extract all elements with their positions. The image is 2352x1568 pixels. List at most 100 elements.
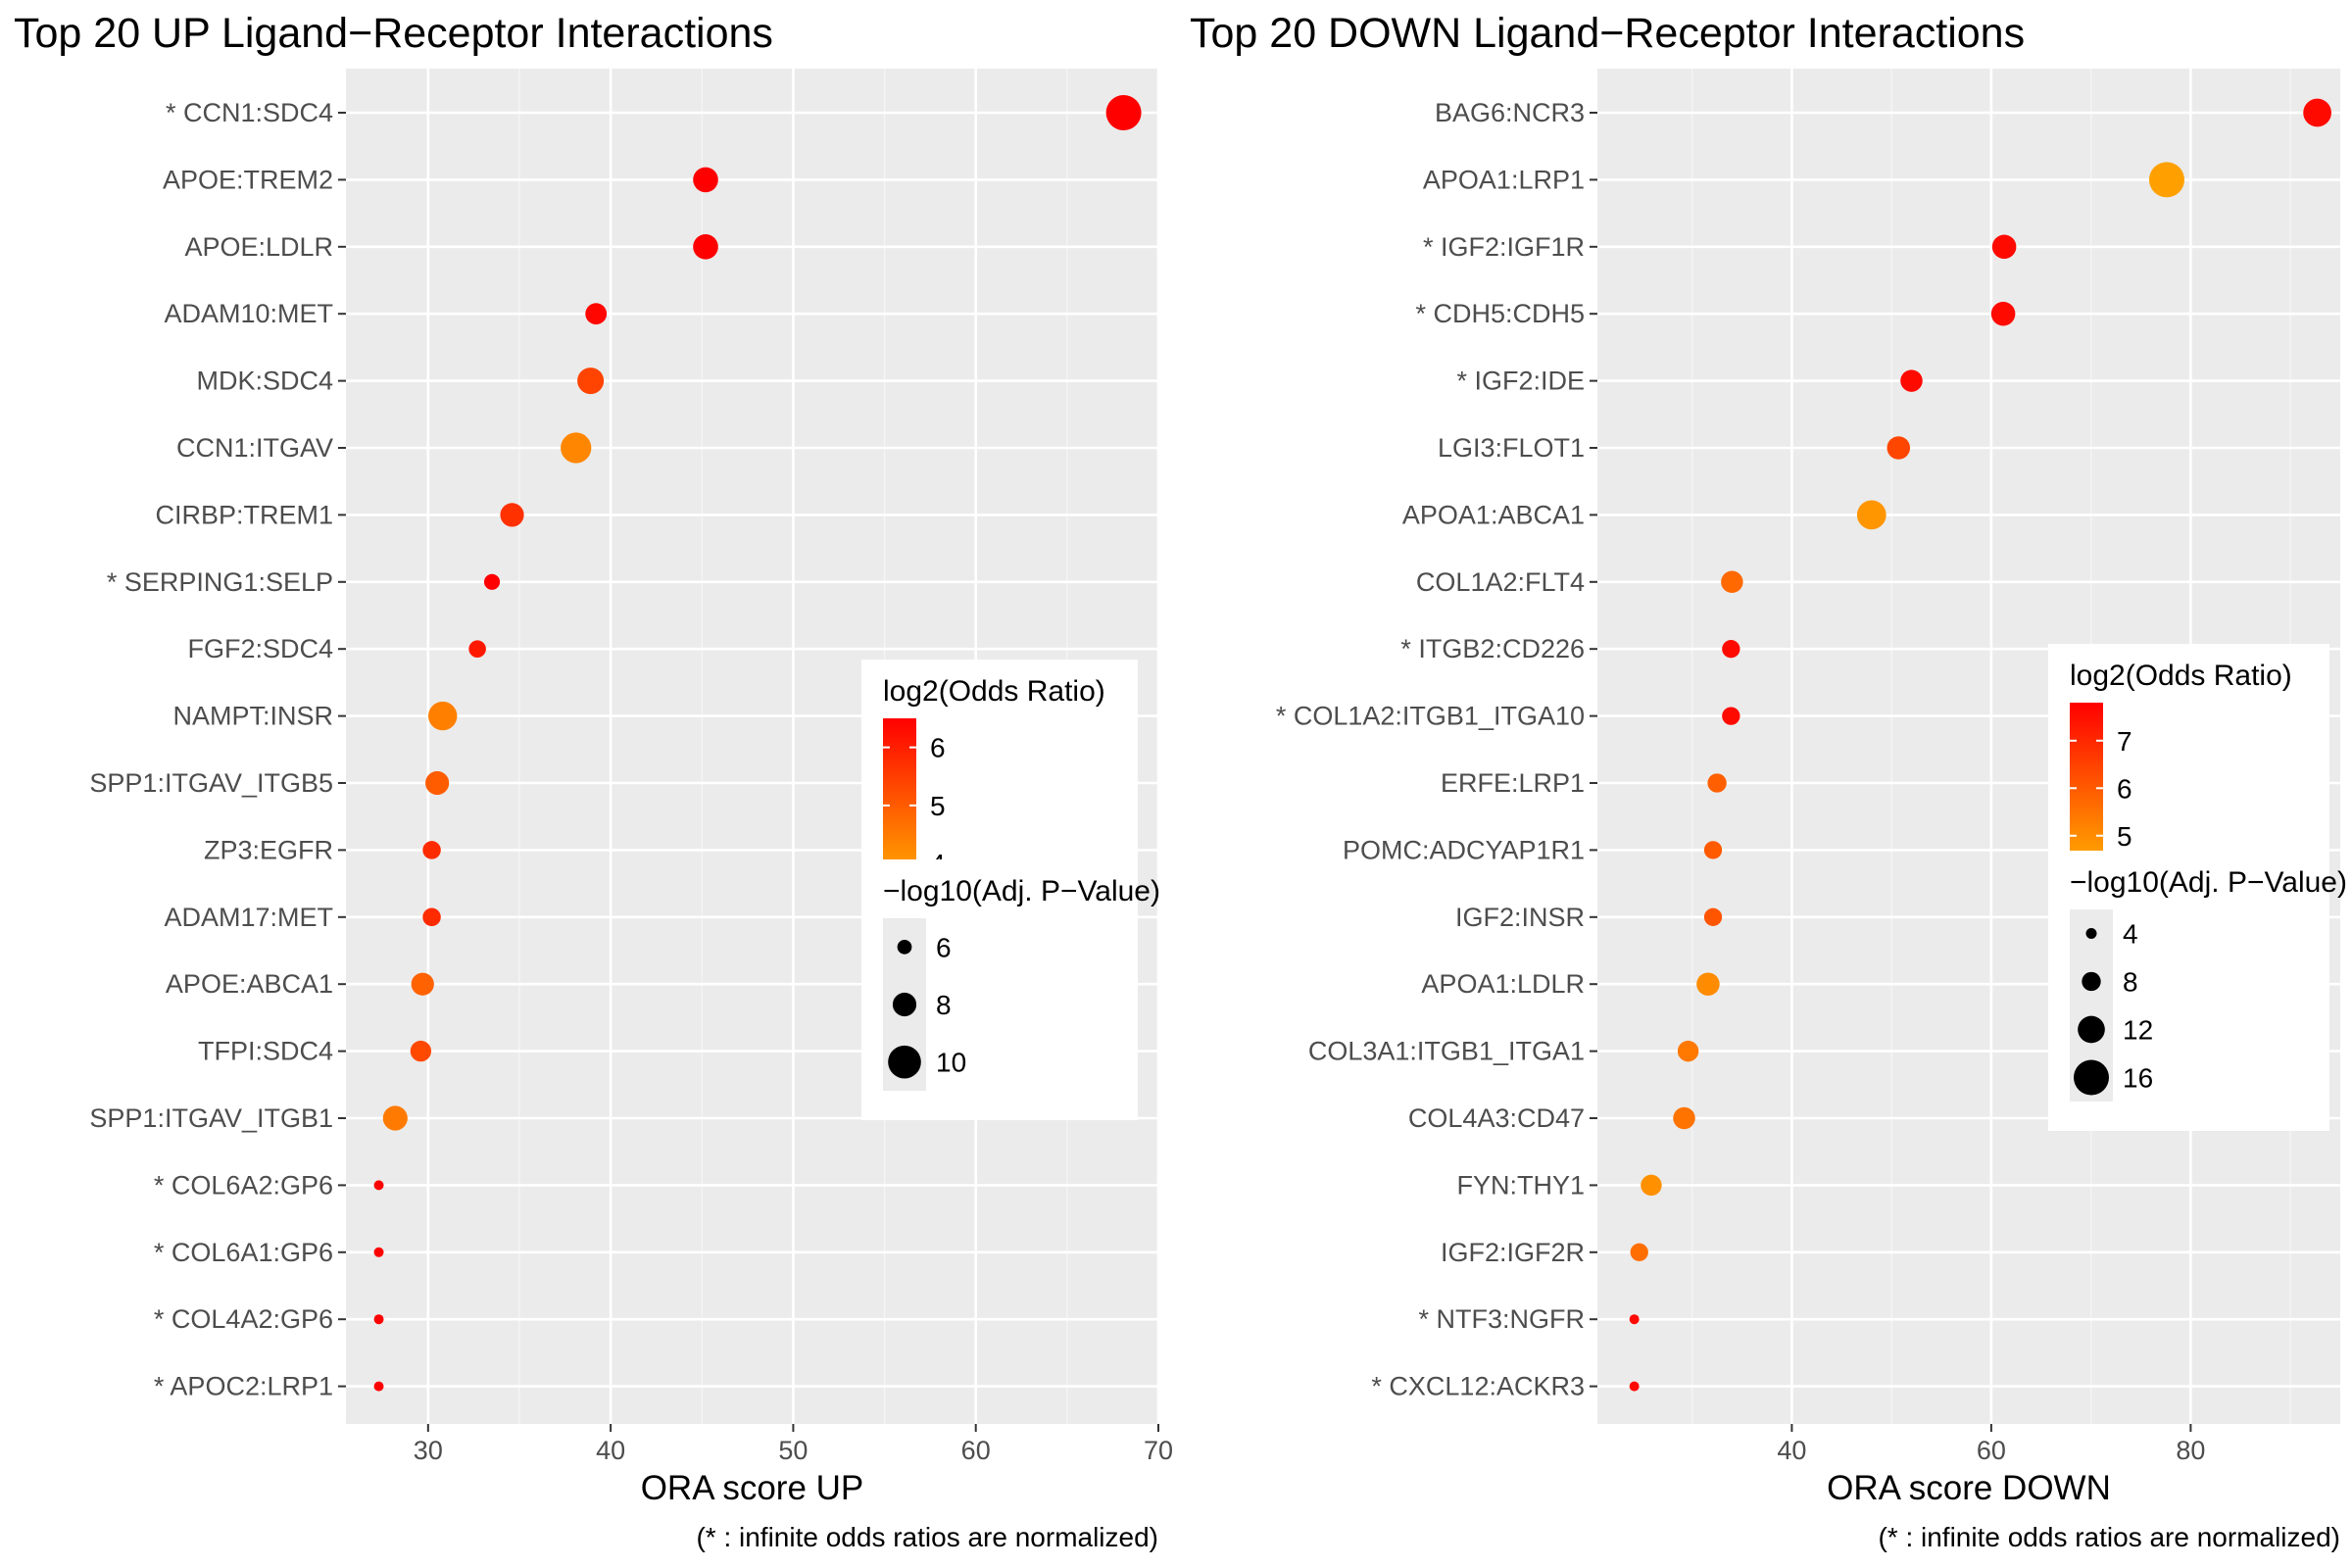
y-tick-label: * ITGB2:CD226 (1400, 634, 1585, 663)
data-point (1703, 841, 1723, 859)
y-tick-label: ZP3:EGFR (204, 835, 333, 864)
data-point (1707, 773, 1727, 793)
y-tick-label: FGF2:SDC4 (187, 634, 333, 663)
size-key-dot (888, 1045, 921, 1079)
y-tick-label: ERFE:LRP1 (1441, 768, 1585, 798)
y-tick-label: POMC:ADCYAP1R1 (1343, 835, 1585, 864)
data-point (585, 303, 608, 325)
chart-2: Top 20 DOWN Ligand−Receptor Interactions… (1190, 10, 2347, 1552)
data-point (373, 1180, 384, 1191)
y-tick-label: COL4A3:CD47 (1408, 1103, 1585, 1133)
x-axis-label: ORA score UP (641, 1469, 864, 1507)
chart-title: Top 20 UP Ligand−Receptor Interactions (14, 10, 773, 57)
colorbar-tick-label: 5 (2117, 821, 2132, 852)
size-legend: −log10(Adj. P−Value) 6 8 10 (861, 859, 1160, 1120)
color-legend: log2(Odds Ratio) 7 6 5 (2048, 644, 2329, 884)
data-point (1856, 500, 1886, 530)
data-point (1990, 301, 2016, 326)
data-point (1105, 95, 1142, 130)
size-legend: −log10(Adj. P−Value) 4 8 12 16 (2048, 851, 2347, 1131)
data-point (373, 1314, 384, 1325)
data-point (693, 167, 718, 193)
size-key-dot (2082, 971, 2101, 992)
y-tick-label: APOA1:LRP1 (1423, 165, 1585, 194)
data-point (1721, 570, 1743, 594)
size-key-dot (2074, 1059, 2109, 1096)
x-tick-label: 30 (414, 1436, 443, 1465)
data-point (1673, 1106, 1695, 1130)
size-key-label: 6 (936, 932, 952, 962)
y-tick-label: ADAM17:MET (164, 903, 333, 932)
x-axis-label: ORA score DOWN (1827, 1469, 2111, 1507)
x-tick-label: 40 (1777, 1436, 1806, 1465)
y-tick-label: * CXCL12:ACKR3 (1371, 1372, 1585, 1401)
size-key-label: 12 (2123, 1015, 2153, 1046)
data-point (1722, 707, 1740, 725)
y-tick-label: * APOC2:LRP1 (154, 1372, 333, 1401)
data-point (2148, 162, 2184, 198)
y-tick-label: TFPI:SDC4 (198, 1037, 333, 1066)
color-legend-title: log2(Odds Ratio) (2070, 660, 2292, 692)
data-point (1886, 436, 1911, 460)
data-point (1641, 1174, 1662, 1197)
y-tick-label: APOE:ABCA1 (166, 969, 333, 999)
y-tick-label: * IGF2:IGF1R (1423, 232, 1585, 262)
data-point (373, 1381, 384, 1392)
y-tick-label: MDK:SDC4 (196, 367, 333, 396)
data-point (410, 1040, 432, 1062)
y-tick-label: * IGF2:IDE (1456, 367, 1585, 396)
size-key-label: 10 (936, 1048, 966, 1078)
data-point (1722, 640, 1740, 659)
y-tick-label: BAG6:NCR3 (1435, 98, 1585, 127)
data-point (422, 907, 441, 927)
size-key-label: 8 (936, 990, 952, 1020)
data-point (425, 770, 450, 796)
x-tick-label: 50 (778, 1436, 808, 1465)
y-tick-label: LGI3:FLOT1 (1438, 433, 1585, 463)
data-point (428, 701, 458, 731)
data-point (1900, 369, 1923, 392)
footnote: (* : infinite odds ratios are normalized… (1878, 1522, 2340, 1552)
size-key-dot (2085, 927, 2097, 940)
y-tick-label: COL1A2:FLT4 (1416, 567, 1585, 597)
data-point (500, 503, 524, 527)
y-tick-label: * COL6A2:GP6 (154, 1170, 333, 1200)
y-tick-label: IGF2:IGF2R (1441, 1238, 1585, 1267)
chart-1: Top 20 UP Ligand−Receptor Interactions * … (14, 10, 1173, 1552)
data-point (1629, 1381, 1640, 1392)
size-key-dot (897, 939, 912, 955)
data-point (577, 368, 605, 395)
size-legend-title: −log10(Adj. P−Value) (2070, 866, 2347, 899)
y-tick-label: APOE:LDLR (184, 232, 333, 262)
data-point (561, 432, 592, 464)
x-tick-label: 40 (596, 1436, 625, 1465)
data-point (2303, 98, 2331, 127)
y-tick-label: IGF2:INSR (1455, 903, 1585, 932)
data-point (1703, 907, 1723, 926)
x-tick-label: 60 (961, 1436, 991, 1465)
y-tick-label: CCN1:ITGAV (176, 433, 333, 463)
y-tick-label: APOA1:ABCA1 (1402, 500, 1585, 529)
size-key-label: 8 (2123, 967, 2138, 998)
y-tick-label: COL3A1:ITGB1_ITGA1 (1308, 1037, 1585, 1066)
colorbar (883, 718, 916, 875)
colorbar-tick-label: 5 (930, 791, 946, 821)
y-tick-label: NAMPT:INSR (172, 702, 333, 731)
data-point (1630, 1243, 1648, 1261)
data-point (382, 1105, 408, 1131)
size-key-label: 16 (2123, 1063, 2153, 1094)
y-tick-label: * COL1A2:ITGB1_ITGA10 (1276, 702, 1585, 731)
data-point (483, 573, 501, 590)
x-tick-label: 80 (2176, 1436, 2205, 1465)
data-point (1991, 234, 2017, 260)
colorbar-tick-label: 6 (930, 733, 946, 763)
y-tick-label: APOE:TREM2 (163, 165, 333, 194)
colorbar (2070, 703, 2103, 859)
x-tick-label: 60 (1977, 1436, 2006, 1465)
size-key-dot (892, 992, 917, 1017)
y-tick-label: APOA1:LDLR (1421, 969, 1585, 999)
chart-title: Top 20 DOWN Ligand−Receptor Interactions (1190, 10, 2025, 57)
colorbar-tick-label: 6 (2117, 773, 2132, 804)
data-point (1629, 1314, 1640, 1325)
